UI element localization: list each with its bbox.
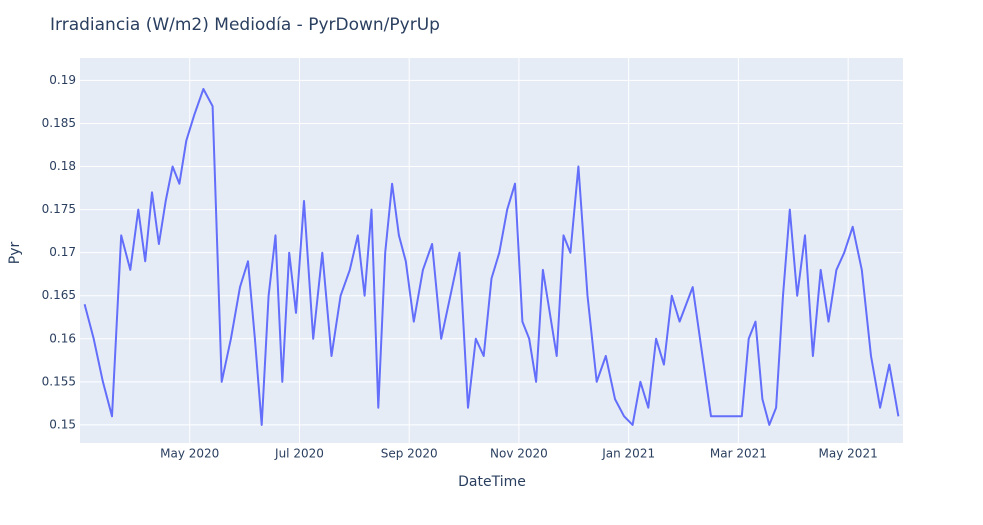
x-tick-label: May 2020: [160, 447, 219, 461]
x-tick-label: Nov 2020: [490, 447, 548, 461]
plot-area: [80, 58, 903, 443]
y-tick-label: 0.19: [49, 73, 76, 87]
x-tick-label: May 2021: [819, 447, 878, 461]
y-tick-label: 0.17: [49, 245, 76, 259]
y-tick-label: 0.18: [49, 159, 76, 173]
x-axis-label: DateTime: [458, 474, 526, 490]
y-tick-label: 0.165: [42, 288, 76, 302]
chart-title: Irradiancia (W/m2) Mediodía - PyrDown/Py…: [50, 15, 440, 35]
x-tick-label: Mar 2021: [710, 447, 767, 461]
y-tick-label: 0.155: [42, 374, 76, 388]
y-tick-label: 0.16: [49, 331, 76, 345]
y-axis-label: Pyr: [7, 242, 23, 265]
x-tick-label: Jan 2021: [601, 447, 655, 461]
y-tick-label: 0.175: [42, 202, 76, 216]
x-tick-label: Sep 2020: [381, 447, 438, 461]
x-tick-label: Jul 2020: [274, 447, 324, 461]
y-tick-label: 0.15: [49, 417, 76, 431]
data-line: [83, 88, 900, 426]
y-tick-label: 0.185: [42, 116, 76, 130]
